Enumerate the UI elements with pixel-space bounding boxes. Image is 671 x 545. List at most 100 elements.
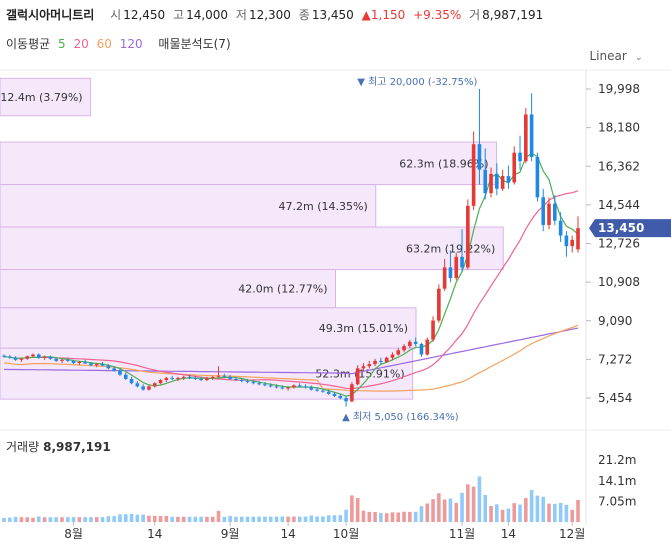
chevron-down-icon: ⌄ [634, 52, 643, 63]
candle-body [390, 354, 395, 358]
y-tick-label: 19,998 [598, 82, 640, 96]
x-tick-label: 12월 [559, 527, 585, 541]
candle-body [112, 368, 116, 371]
volume-bar [553, 503, 557, 522]
volume-bar [2, 518, 6, 522]
volume-profile-label: 63.2m (19.22%) [406, 242, 495, 255]
volume-bar [94, 517, 99, 522]
quote-header: 갤럭시아머니트리 시 12,450 고 14,000 저 12,300 종 13,450… [6, 6, 543, 23]
volume-bar [286, 516, 290, 522]
volume-bar [8, 517, 12, 522]
volume-bar [297, 516, 302, 522]
stock-name: 갤럭시아머니트리 [6, 8, 95, 22]
volume-bar [274, 516, 279, 522]
candle-body [338, 395, 343, 399]
volume-profile-bar [0, 77, 92, 117]
candle-body [570, 239, 574, 247]
volume-bar [506, 508, 511, 522]
volume-bar [100, 517, 105, 522]
volume-bar [222, 516, 227, 522]
candle-body [210, 376, 215, 378]
volume-bar [112, 516, 116, 522]
volume-profile-label: 매물분석도(7) [158, 37, 231, 51]
candle-body [193, 377, 198, 379]
y-tick-label: 10,908 [598, 275, 640, 289]
candle-body [147, 386, 151, 390]
volume-bar [303, 516, 308, 522]
volume-bar [379, 513, 383, 522]
volume-profile-bar [0, 307, 417, 349]
volume-value: 8,987,191 [482, 8, 544, 22]
volume-bar [460, 492, 464, 522]
candle-body [303, 386, 308, 388]
volume-bar [13, 516, 18, 522]
candle-body [326, 391, 331, 394]
volume-bar [547, 503, 551, 522]
volume-profile-bar [0, 226, 504, 271]
volume-bar [350, 495, 354, 522]
volume-bar [495, 504, 499, 522]
candle-body [164, 377, 169, 381]
volume-bar [442, 499, 447, 522]
y-tick-label: 7,272 [598, 352, 632, 366]
ma-5-line [3, 152, 579, 397]
low-label: 저 [235, 8, 247, 22]
candle-body [8, 356, 12, 358]
volume-bar [25, 517, 29, 522]
candle-body [292, 385, 296, 388]
candle-body [36, 354, 41, 358]
candle-body [228, 376, 232, 379]
candle-body [448, 267, 453, 279]
candle-body [500, 176, 505, 189]
scale-toggle[interactable]: Linear ⌄ [589, 49, 643, 63]
candle-body [558, 220, 563, 236]
candle-body [344, 398, 348, 402]
scale-label: Linear [589, 49, 627, 63]
high-value: 14,000 [186, 8, 229, 22]
candle-body [379, 360, 383, 362]
ma-title: 이동평균 [6, 37, 51, 51]
candle-body [158, 380, 163, 384]
volume-profile-bar [0, 269, 336, 309]
volume-bar [361, 510, 366, 522]
candle-body [170, 377, 174, 379]
volume-bar [338, 515, 343, 522]
volume-bar [36, 516, 41, 522]
volume-profile-label: 42.0m (12.77%) [238, 283, 327, 296]
high-label: 고 [173, 8, 185, 22]
candle-body [442, 267, 447, 289]
candle-body [31, 354, 35, 357]
volume-profile-label: 52.3m (15.91%) [315, 368, 404, 381]
candle-body [547, 203, 551, 225]
candle-body [274, 386, 279, 388]
candle-body [367, 364, 372, 367]
candle-body [413, 341, 418, 344]
candle-body [100, 364, 105, 366]
moving-average-legend[interactable]: 이동평균 5 20 60 120 매물분석도(7) [6, 35, 235, 52]
candle-body [506, 176, 511, 183]
candle-body [466, 205, 470, 268]
y-tick-label: 16,362 [598, 159, 640, 173]
ma-120: 120 [119, 37, 143, 51]
volume-bar [326, 515, 331, 522]
volume-bar [263, 516, 267, 522]
volume-bar [489, 505, 493, 522]
volume-bar [60, 517, 64, 522]
candle-body [42, 356, 47, 358]
change-value: ▲1,150 [361, 8, 406, 22]
candle-body [431, 320, 435, 340]
candle-body [419, 343, 424, 355]
candle-body [373, 360, 377, 365]
ma-120-line [3, 327, 579, 375]
ma-20-line [3, 190, 579, 390]
volume-bar [199, 516, 203, 522]
candle-body [425, 339, 430, 355]
volume-bar [477, 476, 482, 522]
candle-body [118, 370, 122, 375]
volume-bar [570, 509, 574, 522]
volume-tick-label: 21.2m [598, 453, 636, 467]
volume-bar [216, 510, 221, 522]
ma-20: 20 [73, 37, 89, 51]
volume-bar [425, 503, 430, 522]
